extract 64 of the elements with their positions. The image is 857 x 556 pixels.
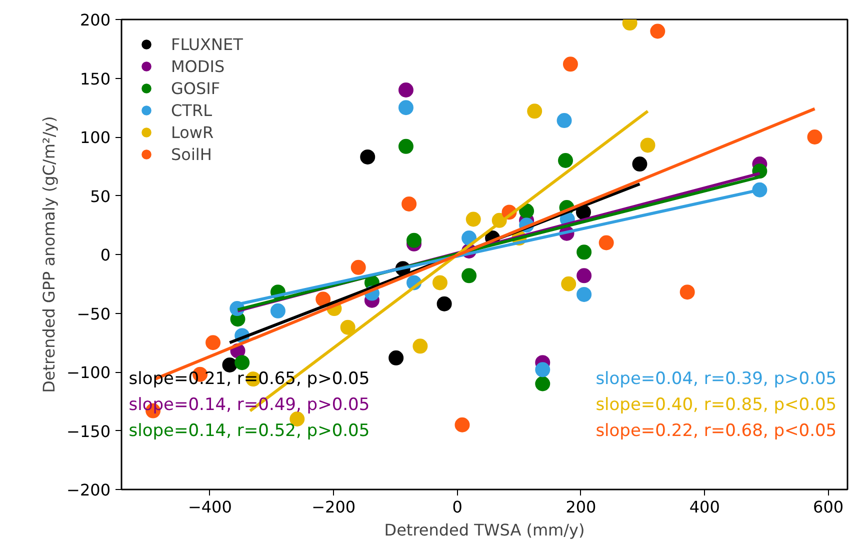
point: [454, 417, 470, 432]
point: [270, 303, 286, 318]
point: [598, 235, 614, 250]
point: [527, 104, 542, 119]
legend-label: LowR: [171, 122, 214, 142]
point: [316, 292, 331, 307]
y-tick-label: −200: [66, 480, 111, 500]
point: [535, 362, 550, 378]
point: [807, 130, 822, 144]
point: [398, 138, 414, 154]
point: [398, 82, 414, 98]
point: [632, 156, 648, 172]
point: [222, 357, 238, 372]
point: [561, 276, 576, 292]
point: [388, 350, 404, 366]
point: [680, 284, 695, 300]
annotation: slope=0.40, r=0.85, p<0.05: [596, 394, 837, 415]
point: [519, 204, 534, 219]
annotation: slope=0.04, r=0.39, p>0.05: [596, 369, 837, 390]
annotation: slope=0.22, r=0.68, p<0.05: [596, 420, 837, 441]
x-tick-label: −200: [312, 498, 356, 516]
y-tick-label: 100: [80, 128, 111, 147]
point: [558, 153, 574, 168]
y-axis-title: Detrended GPP anomaly (gC/m²/y): [40, 116, 59, 393]
y-tick-label: −150: [66, 422, 111, 441]
x-tick-label: 400: [689, 498, 720, 516]
point: [402, 196, 417, 212]
y-tick-label: 150: [80, 69, 111, 88]
point: [432, 275, 448, 290]
point: [466, 212, 481, 227]
y-tick-label: −100: [66, 363, 111, 382]
point: [360, 149, 376, 164]
legend-label: GOSIF: [171, 78, 220, 98]
point: [576, 268, 592, 284]
point: [556, 113, 572, 128]
point: [640, 138, 656, 153]
legend-label: CTRL: [171, 100, 212, 120]
y-tick-label: −50: [76, 304, 110, 324]
legend-label: FLUXNET: [171, 34, 243, 54]
y-tick-label: 200: [80, 10, 111, 30]
x-tick-label: −400: [188, 498, 232, 516]
point: [398, 100, 414, 116]
point: [535, 376, 550, 392]
point: [406, 232, 422, 248]
legend-label: SoilH: [171, 144, 212, 164]
x-tick-label: 600: [813, 498, 844, 516]
x-axis-title: Detrended TWSA (mm/y): [384, 520, 585, 540]
annotation: slope=0.14, r=0.52, p>0.05: [128, 420, 370, 441]
y-tick-label: 50: [90, 186, 110, 206]
point: [576, 286, 592, 302]
point: [650, 24, 666, 39]
point: [234, 355, 250, 370]
point: [412, 338, 428, 354]
point: [350, 260, 366, 275]
x-tick-label: 0: [452, 498, 462, 516]
point: [576, 244, 592, 260]
point: [436, 296, 452, 312]
y-tick-label: 0: [100, 246, 111, 264]
point: [340, 320, 356, 335]
x-tick-label: 200: [566, 498, 596, 516]
point: [562, 56, 578, 72]
point: [462, 268, 477, 284]
legend-label: MODIS: [171, 56, 225, 76]
point: [206, 335, 221, 350]
